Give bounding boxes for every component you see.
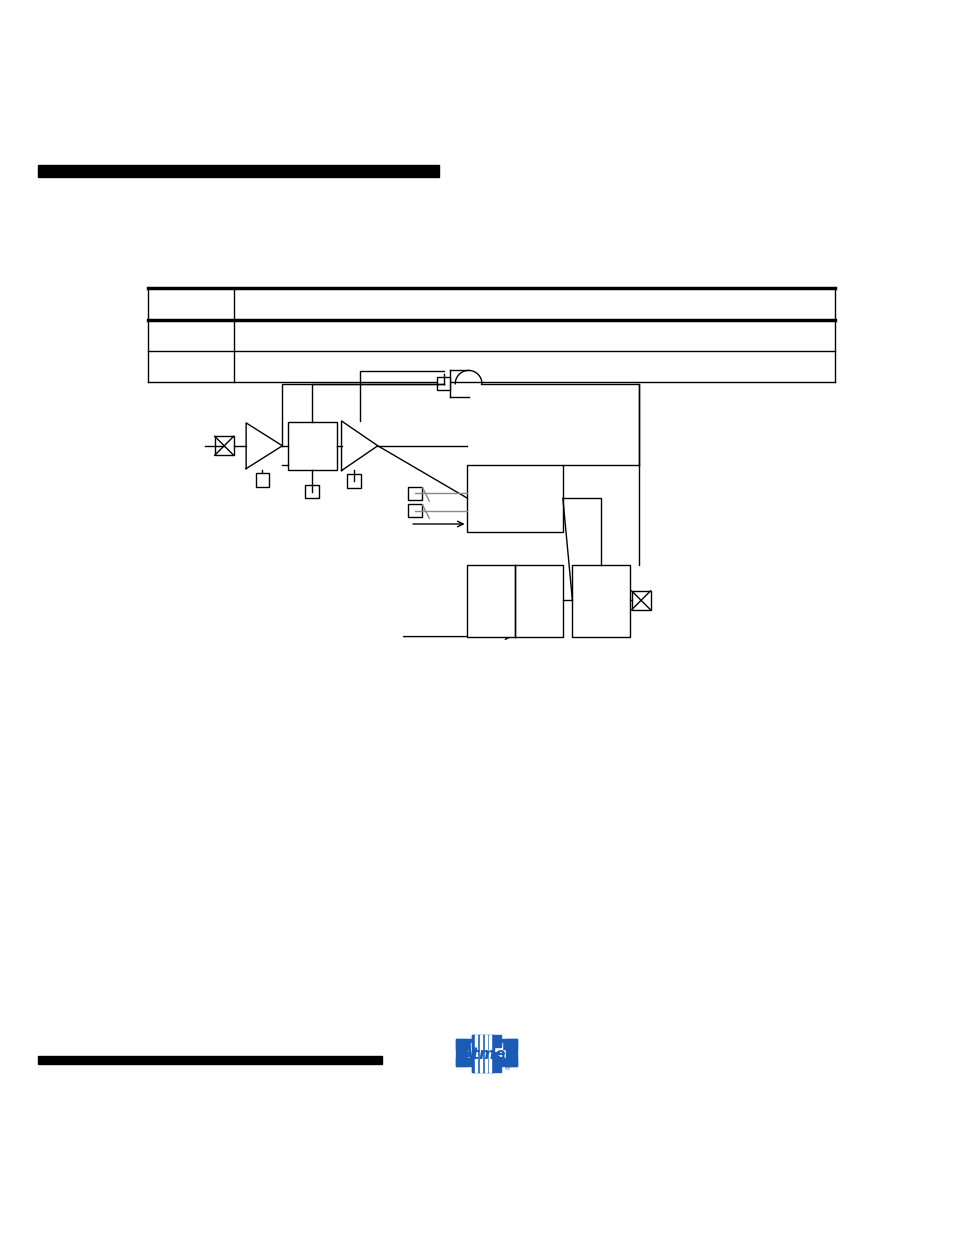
Bar xyxy=(481,1035,484,1072)
Bar xyxy=(38,1056,381,1065)
Bar xyxy=(472,1035,475,1072)
Bar xyxy=(475,1035,476,1072)
Bar xyxy=(467,566,562,636)
Bar xyxy=(472,1060,500,1072)
Bar xyxy=(486,1035,489,1072)
Bar xyxy=(347,474,360,488)
Bar xyxy=(491,1035,494,1072)
Bar xyxy=(456,1058,517,1066)
Text: Atmel: Atmel xyxy=(461,1047,511,1062)
Bar xyxy=(255,473,269,487)
Bar xyxy=(484,1035,486,1072)
Bar xyxy=(288,422,336,469)
Bar xyxy=(505,1039,517,1066)
Bar xyxy=(305,485,318,498)
Bar xyxy=(467,464,562,531)
Bar xyxy=(408,487,421,500)
Bar xyxy=(631,590,650,610)
Bar xyxy=(472,1035,500,1047)
Bar xyxy=(471,1044,501,1056)
Bar xyxy=(479,1035,481,1072)
Bar xyxy=(456,1039,517,1049)
Bar xyxy=(436,377,450,390)
Bar xyxy=(572,566,629,636)
Bar xyxy=(476,1035,479,1072)
Bar xyxy=(214,436,233,456)
Text: ATMEL: ATMEL xyxy=(463,1051,509,1063)
Bar xyxy=(38,165,438,177)
Text: ®: ® xyxy=(503,1066,510,1072)
Bar xyxy=(456,1039,467,1066)
Bar xyxy=(408,504,421,517)
Bar xyxy=(489,1035,491,1072)
